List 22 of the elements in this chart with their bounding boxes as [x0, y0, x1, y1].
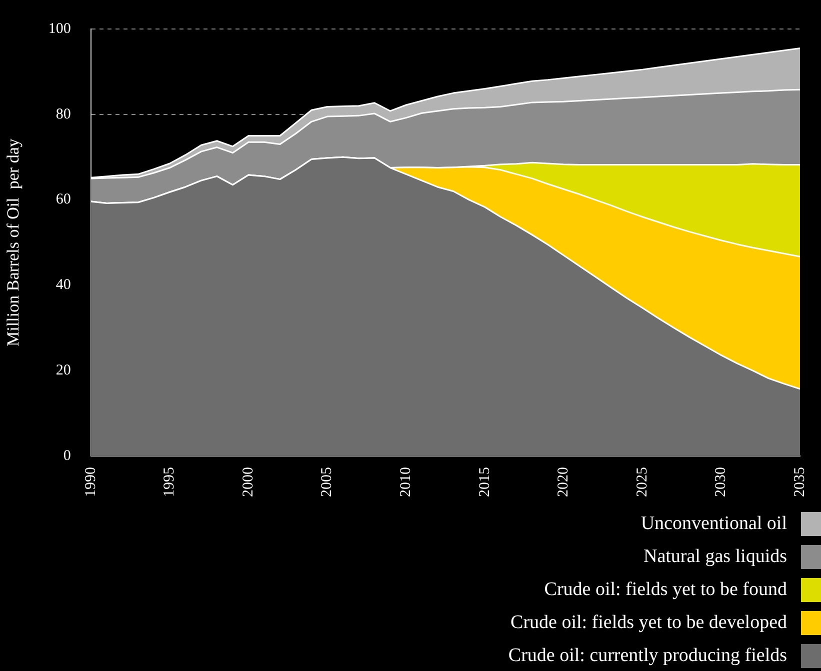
- x-tick-label: 2015: [476, 467, 493, 497]
- y-tick-label: 0: [63, 448, 71, 464]
- y-axis-title: Million Barrels of Oil per day: [4, 138, 23, 346]
- y-tick-label: 60: [56, 192, 71, 208]
- x-tick-label: 1990: [82, 467, 99, 497]
- x-tick-label: 2005: [319, 467, 336, 497]
- x-tick-label: 2000: [240, 467, 256, 497]
- legend-label: Unconventional oil: [640, 512, 787, 534]
- y-tick-label: 20: [56, 362, 71, 379]
- x-tick-label: 2025: [634, 467, 650, 497]
- legend-label: Crude oil: fields yet to be found: [544, 578, 787, 600]
- legend-label: Crude oil: currently producing fields: [508, 644, 787, 666]
- x-tick-label: 2010: [398, 467, 414, 497]
- x-tick-label: 1995: [162, 467, 178, 497]
- x-tick-label: 2020: [556, 467, 572, 497]
- y-tick-label: 100: [48, 20, 71, 37]
- legend-label: Natural gas liquids: [643, 546, 787, 568]
- legend-label: Crude oil: fields yet to be developed: [510, 612, 787, 634]
- y-tick-label: 80: [56, 106, 71, 122]
- x-tick-label: 2035: [792, 467, 808, 497]
- x-tick-label: 2030: [713, 467, 730, 497]
- y-tick-label: 40: [56, 277, 71, 294]
